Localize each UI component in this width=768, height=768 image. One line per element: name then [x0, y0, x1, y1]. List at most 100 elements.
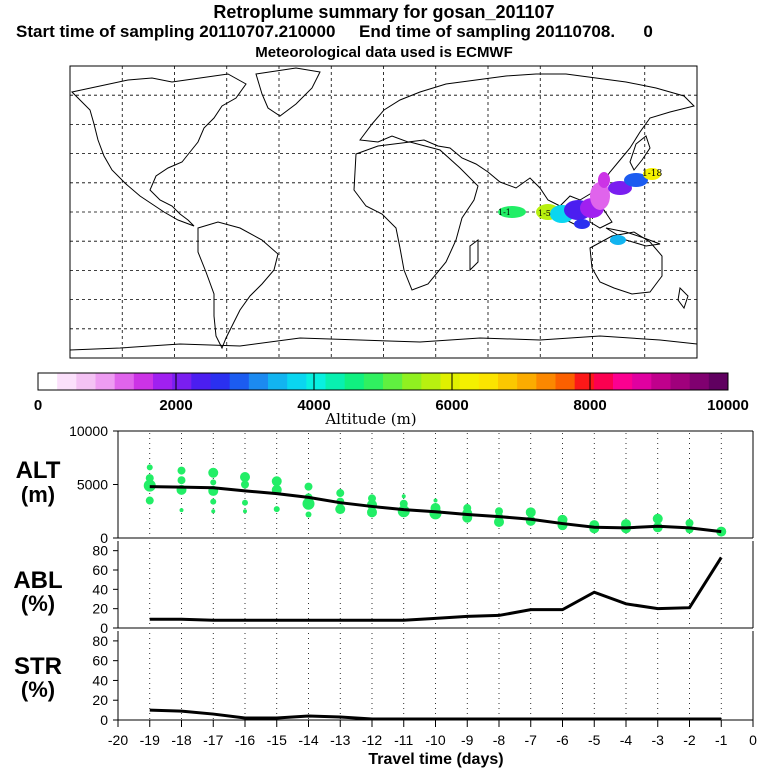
madagascar-outline [469, 239, 479, 272]
y-tick-label: 80 [92, 543, 108, 559]
met-note: Meteorological data used is ECMWF [255, 44, 513, 61]
colorbar-swatch [153, 373, 173, 390]
plume-label: 1-5 [538, 209, 551, 218]
colorbar-swatch [421, 373, 441, 390]
colorbar-swatch [268, 373, 288, 390]
retroplume-clusters: 1-18 1-1 1-5 [498, 168, 662, 245]
colorbar-swatch [210, 373, 231, 390]
africa-outline [353, 141, 479, 291]
colorbar-swatch [613, 373, 633, 390]
x-tick-label: -11 [394, 732, 413, 748]
colorbar-swatch [517, 373, 537, 390]
colorbar-swatch [306, 373, 326, 390]
alt-cluster-point [273, 506, 280, 513]
colorbar-tick-label: 0 [34, 397, 42, 414]
colorbar-swatch [248, 373, 269, 390]
alt-cluster-point [179, 508, 184, 513]
alt-cluster-point [210, 479, 217, 486]
alt-cluster-point [208, 467, 219, 478]
greenland-outline [255, 67, 321, 117]
x-tick-label: -19 [140, 732, 160, 748]
chart-title: Retroplume summary for gosan_201107 [213, 2, 555, 22]
alt-cluster-point [145, 496, 154, 505]
x-tick-label: -6 [556, 732, 569, 748]
plume-cluster [498, 206, 526, 218]
y-tick-label: 5000 [77, 477, 108, 493]
x-axis-label: Travel time (days) [368, 751, 503, 768]
x-tick-label: -3 [652, 732, 665, 748]
x-tick-label: -9 [461, 732, 474, 748]
abl-fraction-line [149, 556, 723, 622]
x-tick-label: -8 [493, 732, 506, 748]
x-tick-label: -20 [108, 732, 128, 748]
alt-cluster-point [143, 479, 156, 492]
y-tick-label: 60 [92, 562, 108, 578]
alt-cluster-point [367, 507, 377, 518]
plume-cluster [574, 219, 590, 229]
alt-cluster-point [525, 507, 536, 518]
chart-subtitle: Start time of sampling 20110707.210000 E… [16, 22, 653, 41]
colorbar-swatch [402, 373, 422, 390]
plume-cluster [590, 182, 610, 210]
colorbar-tick-label: 2000 [159, 397, 192, 414]
colorbar-swatch [632, 373, 652, 390]
x-tick-label: -12 [362, 732, 382, 748]
colorbar-swatch [459, 373, 480, 390]
plume-cluster [643, 168, 661, 180]
colorbar-swatch [38, 373, 58, 390]
colorbar-tick-label: 4000 [297, 397, 330, 414]
altitude-colorbar: 0 2000 4000 6000 8000 10000 [34, 372, 749, 414]
y-tick-label: 80 [92, 633, 108, 649]
x-tick-label: -7 [525, 732, 538, 748]
x-tick-label: -10 [425, 732, 445, 748]
x-tick-label: -17 [203, 732, 223, 748]
alt-cluster-point [177, 476, 186, 485]
colorbar-swatch [555, 373, 576, 390]
colorbar-swatch [229, 373, 250, 390]
x-tick-label: 0 [749, 732, 757, 748]
panel-ylabel-name: STR [14, 653, 62, 680]
colorbar-swatch [593, 373, 614, 390]
x-tick-label: -14 [298, 732, 318, 748]
alt-cluster-point [210, 498, 217, 505]
y-tick-label: 40 [92, 672, 108, 688]
x-tick-label: -15 [267, 732, 287, 748]
new-zealand-outline [677, 286, 689, 310]
colorbar-swatch [670, 373, 691, 390]
colorbar-swatch [76, 373, 96, 390]
alt-cluster-point [242, 499, 248, 506]
panel-ylabel-unit: (m) [21, 482, 55, 507]
time-series-panels: 0500010000ALT(m)020406080ABL(%)020406080… [13, 423, 757, 768]
y-tick-label: 0 [100, 712, 108, 728]
colorbar-swatch [478, 373, 499, 390]
colorbar-swatch [574, 373, 595, 390]
plume-cluster [598, 172, 610, 188]
colorbar-tick-label: 8000 [573, 397, 606, 414]
y-tick-label: 40 [92, 581, 108, 597]
x-tick-label: -5 [588, 732, 601, 748]
colorbar-swatch [536, 373, 556, 390]
colorbar-tick-label: 6000 [435, 397, 468, 414]
panel-ylabel-name: ABL [13, 567, 62, 594]
colorbar-swatch [440, 373, 461, 390]
world-map: 1-18 1-1 1-5 [69, 65, 698, 359]
y-tick-label: 20 [92, 601, 108, 617]
y-tick-label: 10000 [69, 423, 108, 439]
colorbar-swatch [498, 373, 518, 390]
japan-outline [629, 135, 651, 171]
colorbar-label: Altitude (m) [324, 410, 416, 428]
alt-cluster-point [211, 509, 216, 514]
alt-cluster-point [685, 519, 694, 528]
panel-ylabel-unit: (%) [21, 677, 55, 702]
x-tick-label: -4 [620, 732, 633, 748]
eurasia-outline [359, 73, 695, 207]
x-tick-label: -16 [235, 732, 255, 748]
plume-cluster [610, 235, 626, 245]
alt-cluster-point [335, 504, 346, 515]
plume-cluster [608, 181, 632, 195]
map-gridlines [70, 66, 697, 358]
colorbar-swatch [344, 373, 365, 390]
alt-cluster-point [401, 494, 406, 499]
str-fraction-line [149, 708, 722, 721]
